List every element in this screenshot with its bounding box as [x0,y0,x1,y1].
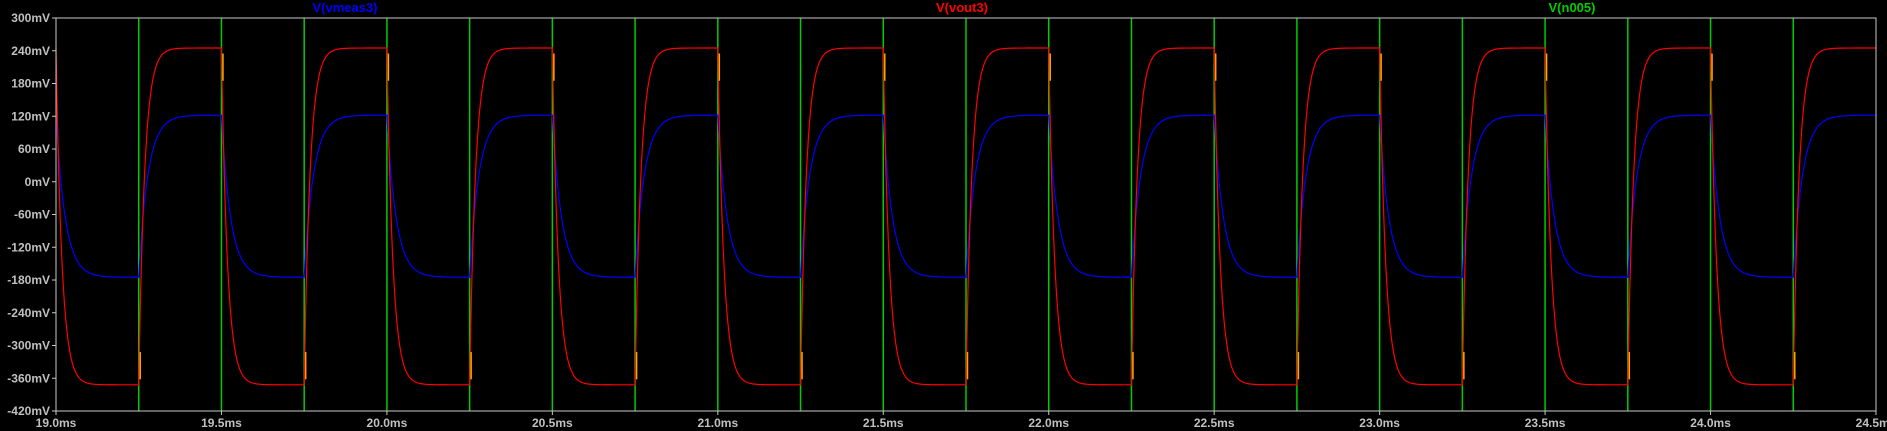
x-tick-label: 19.0ms [36,416,77,430]
x-tick-label: 20.5ms [532,416,573,430]
x-tick-label: 22.0ms [1028,416,1069,430]
x-tick-label: 23.5ms [1525,416,1566,430]
y-tick-label: -240mV [7,306,50,320]
y-tick-label: -180mV [7,273,50,287]
y-tick-label: 180mV [11,77,50,91]
x-tick-label: 21.0ms [697,416,738,430]
y-tick-label: 300mV [11,11,50,25]
legend-entry-vmeas3[interactable]: V(vmeas3) [312,0,377,15]
y-tick-label: -360mV [7,371,50,385]
y-tick-label: -60mV [14,208,50,222]
x-tick-label: 22.5ms [1194,416,1235,430]
y-tick-label: 60mV [18,142,50,156]
y-tick-label: -300mV [7,339,50,353]
x-tick-label: 20.0ms [367,416,408,430]
y-tick-label: 0mV [25,175,50,189]
x-tick-label: 24.0ms [1690,416,1731,430]
legend-entry-vout3[interactable]: V(vout3) [936,0,988,15]
x-tick-label: 23.0ms [1359,416,1400,430]
y-tick-label: 240mV [11,44,50,58]
x-tick-label: 21.5ms [863,416,904,430]
y-tick-label: -120mV [7,240,50,254]
x-tick-label: 24.5ms [1856,416,1887,430]
y-tick-label: 120mV [11,109,50,123]
legend-entry-n005[interactable]: V(n005) [1549,0,1596,15]
x-tick-label: 19.5ms [201,416,242,430]
